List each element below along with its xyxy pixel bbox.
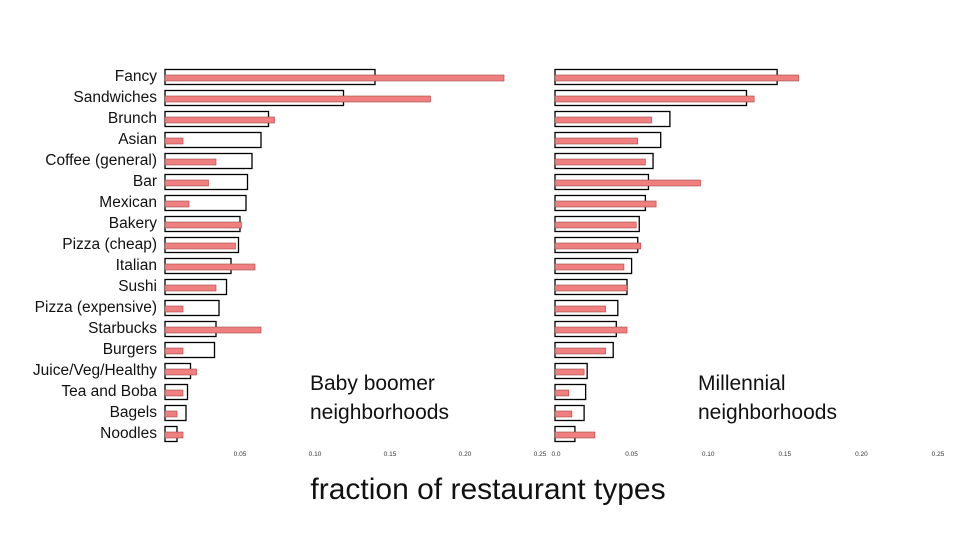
filled-bar <box>164 74 505 82</box>
x-tick-label: 0.0 <box>551 451 560 458</box>
filled-bar <box>554 389 570 397</box>
filled-bar <box>164 95 431 103</box>
category-label: Asian <box>118 131 157 148</box>
filled-bar <box>554 284 628 292</box>
filled-bar <box>554 326 628 334</box>
category-label: Burgers <box>103 341 158 358</box>
filled-bar <box>164 137 184 145</box>
panel-baby-boomer: 0.05 0.10 0.15 0.20 0.25 Baby boomer neighborh… <box>164 68 547 458</box>
category-label: Tea and Boba <box>61 383 157 400</box>
filled-bar <box>554 74 799 82</box>
filled-bar <box>554 410 573 418</box>
filled-bar <box>554 347 606 355</box>
panel-label: Millennial <box>698 372 786 395</box>
filled-bar <box>554 263 625 271</box>
category-label: Brunch <box>108 110 157 127</box>
category-label: Starbucks <box>88 320 157 337</box>
x-axis-label: fraction of restaurant types <box>310 473 665 506</box>
filled-bar <box>164 305 184 313</box>
category-label: Bakery <box>109 215 157 232</box>
filled-bar <box>554 242 642 250</box>
filled-bar <box>164 368 197 376</box>
category-label: Mexican <box>99 194 157 211</box>
filled-bar <box>164 221 242 229</box>
filled-bar <box>164 410 178 418</box>
filled-bar <box>164 158 217 166</box>
panel-label: neighborhoods <box>310 401 449 424</box>
filled-bar <box>554 221 637 229</box>
filled-bar <box>164 284 217 292</box>
x-tick-label: 0.05 <box>234 451 247 458</box>
category-labels: Fancy Sandwiches Brunch Asian Coffee (genera… <box>33 68 157 442</box>
category-label: Sushi <box>118 278 157 295</box>
x-tick-label: 0.15 <box>778 451 791 458</box>
filled-bar <box>554 431 596 439</box>
panel-label: neighborhoods <box>698 401 837 424</box>
filled-bar <box>164 431 184 439</box>
filled-bar <box>554 368 585 376</box>
filled-bar <box>164 179 209 187</box>
filled-bar <box>554 200 657 208</box>
x-tick-label: 0.25 <box>534 451 547 458</box>
filled-bar <box>554 95 755 103</box>
filled-bar <box>164 347 184 355</box>
category-label: Juice/Veg/Healthy <box>33 362 157 379</box>
filled-bar <box>554 305 606 313</box>
filled-bar <box>164 263 256 271</box>
filled-bar <box>164 116 275 124</box>
category-label: Noodles <box>100 425 157 442</box>
filled-bar <box>164 242 236 250</box>
category-label: Italian <box>116 257 157 274</box>
category-label: Sandwiches <box>73 89 157 106</box>
x-tick-label: 0.25 <box>932 451 945 458</box>
category-label: Pizza (cheap) <box>62 236 157 253</box>
panel-label: Baby boomer <box>310 372 435 395</box>
filled-bar <box>554 179 701 187</box>
filled-bar <box>164 389 184 397</box>
x-tick-label: 0.10 <box>702 451 715 458</box>
category-label: Bagels <box>110 404 158 421</box>
category-label: Coffee (general) <box>45 152 157 169</box>
panel-millennial: 0.0 0.05 0.10 0.15 0.20 0.25 Millennial neighbo… <box>551 68 945 458</box>
x-tick-label: 0.15 <box>384 451 397 458</box>
filled-bar <box>554 158 646 166</box>
x-tick-label: 0.10 <box>309 451 322 458</box>
category-label: Pizza (expensive) <box>35 299 157 316</box>
filled-bar <box>554 116 652 124</box>
filled-bar <box>554 137 639 145</box>
filled-bar <box>164 326 262 334</box>
x-tick-label: 0.20 <box>459 451 472 458</box>
category-label: Bar <box>133 173 157 190</box>
filled-bar <box>164 200 190 208</box>
x-tick-label: 0.05 <box>625 451 638 458</box>
category-label: Fancy <box>115 68 157 85</box>
x-tick-label: 0.20 <box>855 451 868 458</box>
